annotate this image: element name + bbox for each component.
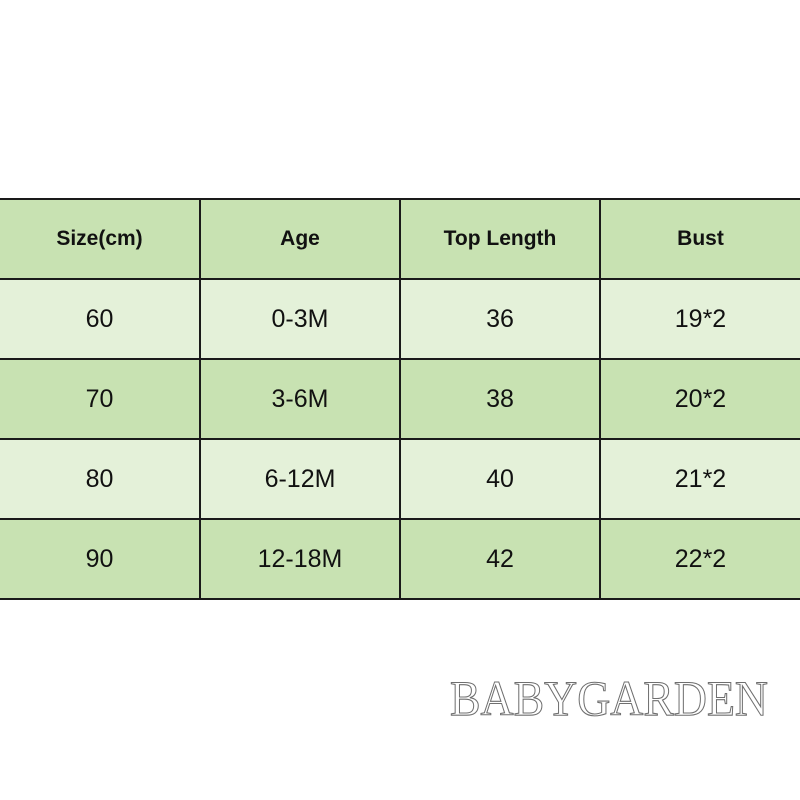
brand-watermark-text: BABYGARDEN: [450, 670, 768, 724]
table-row: 80 6-12M 40 21*2: [0, 438, 800, 519]
cell-bust: 20*2: [599, 358, 800, 439]
cell-age: 0-3M: [199, 278, 400, 359]
table-row: 60 0-3M 36 19*2: [0, 278, 800, 359]
cell-bust: 22*2: [599, 518, 800, 600]
cell-top-length: 36: [399, 278, 600, 359]
table-header-row: Size(cm) Age Top Length Bust: [0, 198, 800, 279]
cell-size: 80: [0, 438, 200, 519]
cell-age: 3-6M: [199, 358, 400, 439]
cell-age: 12-18M: [199, 518, 400, 600]
cell-age: 6-12M: [199, 438, 400, 519]
header-size: Size(cm): [0, 198, 200, 279]
header-age: Age: [199, 198, 400, 279]
cell-top-length: 42: [399, 518, 600, 600]
table-row: 70 3-6M 38 20*2: [0, 358, 800, 439]
table-row: 90 12-18M 42 22*2: [0, 518, 800, 600]
cell-bust: 21*2: [599, 438, 800, 519]
brand-watermark: BABYGARDEN: [450, 669, 769, 724]
cell-size: 90: [0, 518, 200, 600]
size-chart-table: Size(cm) Age Top Length Bust 60 0-3M 36 …: [0, 198, 800, 600]
cell-top-length: 40: [399, 438, 600, 519]
header-bust: Bust: [599, 198, 800, 279]
header-top-length: Top Length: [399, 198, 600, 279]
cell-size: 70: [0, 358, 200, 439]
cell-bust: 19*2: [599, 278, 800, 359]
cell-top-length: 38: [399, 358, 600, 439]
cell-size: 60: [0, 278, 200, 359]
